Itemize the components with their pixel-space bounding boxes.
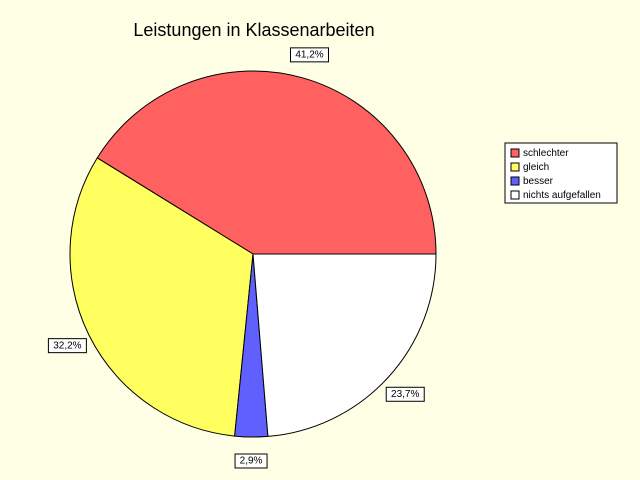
data-label: 2,9% [240, 456, 263, 467]
legend-label: schlechter [523, 148, 569, 159]
data-label: 23,7% [391, 389, 419, 400]
pie-slice [252, 253, 437, 437]
data-label-box [385, 386, 425, 402]
legend-swatch [510, 162, 520, 172]
legend-label: nichts aufgefallen [523, 190, 601, 201]
data-label-box [290, 47, 330, 63]
data-label-box [47, 338, 87, 354]
legend-swatch [510, 190, 520, 200]
pie-slice [96, 70, 437, 255]
legend-swatch [510, 148, 520, 158]
legend-swatch [510, 176, 520, 186]
pie-slice [69, 157, 254, 437]
legend-label: besser [523, 176, 554, 187]
chart-title: Leistungen in Klassenarbeiten [133, 20, 374, 40]
legend-box [504, 142, 618, 204]
legend-label: gleich [523, 162, 549, 173]
data-label: 32,2% [53, 340, 81, 351]
data-label-box [234, 453, 268, 469]
data-label: 41,2% [295, 50, 323, 61]
